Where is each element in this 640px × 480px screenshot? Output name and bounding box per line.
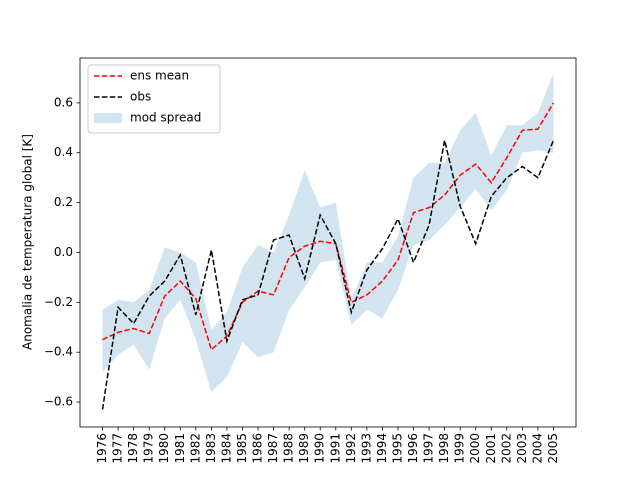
- y-tick-label: 0.4: [54, 145, 73, 159]
- x-tick-label: 2002: [499, 433, 513, 464]
- x-tick-label: 1989: [297, 433, 311, 464]
- x-tick-label: 2001: [484, 433, 498, 464]
- y-tick-label: −0.2: [44, 295, 73, 309]
- x-tick-label: 1995: [390, 433, 404, 464]
- y-tick-label: −0.6: [44, 395, 73, 409]
- legend-label: ens mean: [130, 69, 189, 83]
- x-tick-label: 1990: [313, 433, 327, 464]
- x-tick-label: 2003: [515, 433, 529, 464]
- x-tick-label: 2004: [530, 433, 544, 464]
- x-tick-label: 2000: [468, 433, 482, 464]
- legend-label: obs: [130, 90, 151, 104]
- x-tick-label: 1982: [188, 433, 202, 464]
- x-tick-label: 1987: [266, 433, 280, 464]
- x-tick-label: 1988: [282, 433, 296, 464]
- x-tick-label: 1977: [111, 433, 125, 464]
- x-tick-label: 1979: [142, 433, 156, 464]
- legend-box: [87, 64, 221, 134]
- y-tick-label: 0.2: [54, 195, 73, 209]
- x-tick-label: 1978: [126, 433, 140, 464]
- x-tick-label: 1993: [359, 433, 373, 464]
- legend-label: mod spread: [130, 111, 201, 125]
- series-line: [101, 140, 555, 410]
- x-tick-label: 1999: [453, 433, 467, 464]
- x-tick-label: 1996: [406, 433, 420, 464]
- x-tick-label: 1992: [344, 433, 358, 464]
- x-tick-label: 1976: [95, 433, 109, 464]
- x-tick-label: 2005: [546, 433, 560, 464]
- x-tick-label: 1983: [204, 433, 218, 464]
- x-tick-label: 1986: [251, 433, 265, 464]
- x-tick-label: 1997: [422, 433, 436, 464]
- x-tick-label: 1981: [173, 433, 187, 464]
- x-tick-label: 1985: [235, 433, 249, 464]
- y-tick-label: −0.4: [44, 345, 73, 359]
- y-axis-label: Anomalia de temperatura global [K]: [21, 134, 35, 350]
- plot-frame: [79, 57, 577, 428]
- y-tick-label: 0.6: [54, 95, 73, 109]
- spread-band: [102, 73, 554, 393]
- legend-patch: [94, 113, 122, 123]
- y-tick-label: 0.0: [54, 245, 73, 259]
- x-tick-label: 1998: [437, 433, 451, 464]
- x-tick-label: 1984: [219, 433, 233, 464]
- series-line: [102, 102, 555, 352]
- x-tick-label: 1994: [375, 433, 389, 464]
- x-tick-label: 1991: [328, 433, 342, 464]
- x-tick-label: 1980: [157, 433, 171, 464]
